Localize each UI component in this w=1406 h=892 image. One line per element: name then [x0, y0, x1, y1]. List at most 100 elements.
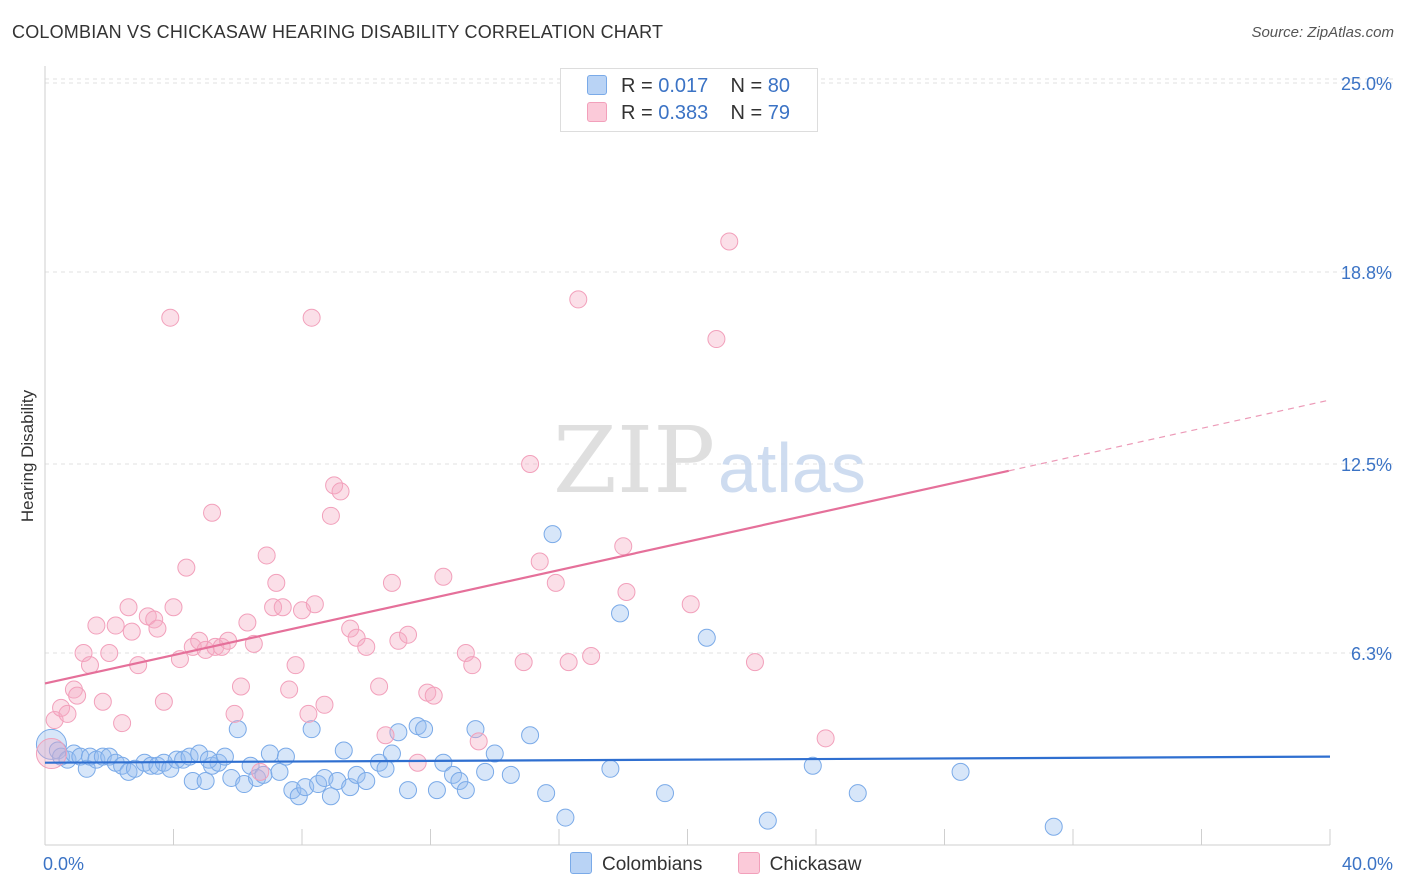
- colombians-point: [485, 744, 504, 763]
- chickasaw-point: [582, 647, 601, 666]
- chickasaw-point: [305, 595, 324, 614]
- legend-item-colombians: Colombians: [570, 852, 702, 876]
- chickasaw-point: [87, 616, 106, 635]
- swatch-chickasaw: [737, 852, 760, 874]
- chickasaw-points: [35, 232, 835, 781]
- colombians-point: [382, 744, 401, 763]
- chart-title: COLOMBIAN VS CHICKASAW HEARING DISABILIT…: [12, 22, 664, 42]
- colombians-point: [501, 765, 520, 784]
- chickasaw-point: [514, 653, 533, 672]
- chickasaw-point: [203, 503, 222, 522]
- chickasaw-point: [299, 704, 318, 723]
- colombians-point: [199, 750, 218, 769]
- chickasaw-point: [521, 455, 540, 473]
- chickasaw-point: [463, 656, 482, 675]
- legend-n-value: 80: [767, 75, 791, 97]
- legend-swatch-chickasaw: [587, 102, 607, 122]
- colombians-point: [803, 756, 822, 775]
- gridlines: [45, 78, 1394, 654]
- colombians-point: [951, 762, 970, 781]
- chickasaw-point: [434, 567, 453, 586]
- colombians-point: [161, 759, 180, 778]
- colombians-point: [543, 525, 562, 544]
- colombians-point: [260, 744, 279, 763]
- swatch-colombians: [570, 852, 592, 874]
- colombians-point: [601, 759, 620, 778]
- colombians-point: [334, 741, 353, 760]
- colombians-point: [270, 762, 289, 781]
- chickasaw-point: [231, 677, 250, 696]
- y-tick-label: 12.5%: [1341, 455, 1392, 475]
- chickasaw-point: [100, 643, 119, 662]
- colombians-point: [456, 781, 475, 800]
- chickasaw-point: [331, 482, 350, 501]
- legend-r-value: 0.017: [658, 75, 709, 97]
- chickasaw-point: [321, 506, 340, 525]
- colombians-trend-line: [44, 755, 1331, 764]
- legend-n-label: N =: [730, 75, 768, 97]
- chickasaw-point: [681, 595, 700, 614]
- chickasaw-point: [569, 290, 588, 309]
- stats-legend: R = 0.017 N = 80 R = 0.383 N = 79: [560, 68, 818, 132]
- watermark: ZIP atlas: [553, 407, 866, 514]
- colombians-point: [196, 771, 215, 790]
- colombians-point: [537, 784, 556, 803]
- colombians-point: [450, 771, 469, 790]
- colombians-point: [434, 753, 453, 772]
- chickasaw-trend-extension: [1008, 399, 1331, 472]
- colombians-point: [521, 726, 540, 745]
- colombians-point: [347, 765, 366, 784]
- axes: [44, 66, 1331, 846]
- colombians-point: [1044, 817, 1063, 836]
- chickasaw-point: [264, 598, 283, 617]
- colombians-point: [228, 720, 247, 739]
- chickasaw-point: [707, 330, 726, 349]
- colombians-point: [321, 787, 340, 806]
- colombians-points: [35, 525, 1063, 836]
- chickasaw-point: [302, 308, 321, 327]
- series-legend: Colombians Chickasaw: [570, 852, 891, 876]
- legend-r-value: 0.383: [658, 102, 709, 124]
- y-axis-label: Hearing Disability: [18, 389, 37, 523]
- colombians-point: [848, 784, 867, 803]
- chickasaw-point: [119, 598, 138, 617]
- colombians-point: [415, 720, 434, 739]
- chickasaw-point: [161, 308, 180, 327]
- chickasaw-point: [225, 704, 244, 723]
- watermark-atlas: atlas: [718, 429, 866, 507]
- colombians-point: [399, 781, 418, 800]
- chickasaw-point: [273, 598, 292, 617]
- chickasaw-point: [370, 677, 389, 696]
- colombians-point: [656, 784, 675, 803]
- legend-name: Chickasaw: [769, 854, 862, 875]
- colombians-point: [427, 781, 446, 800]
- y-tick-label: 18.8%: [1341, 263, 1392, 283]
- chickasaw-point: [376, 726, 395, 745]
- chickasaw-trend-line: [44, 469, 1009, 685]
- colombians-point: [758, 811, 777, 830]
- watermark-zip: ZIP: [553, 407, 715, 514]
- chickasaw-point: [177, 558, 196, 577]
- chickasaw-point: [122, 622, 141, 641]
- x-tick-label: 0.0%: [43, 854, 84, 874]
- legend-n-value: 79: [767, 102, 791, 124]
- chickasaw-point: [408, 753, 427, 772]
- colombians-point: [302, 720, 321, 739]
- chickasaw-point: [35, 738, 67, 770]
- chickasaw-point: [530, 552, 549, 571]
- colombians-point: [357, 771, 376, 790]
- legend-r-label: R =: [621, 75, 659, 97]
- chickasaw-point: [154, 692, 173, 711]
- colombians-point: [183, 771, 202, 790]
- colombians-point: [289, 787, 308, 806]
- chickasaw-point: [745, 653, 764, 672]
- colombians-point: [697, 628, 716, 647]
- colombians-point: [376, 759, 395, 778]
- legend-row-colombians: R = 0.017 N = 80: [587, 75, 790, 98]
- chickasaw-point: [816, 729, 835, 748]
- legend-row-chickasaw: R = 0.383 N = 79: [587, 102, 790, 125]
- tick-labels: 6.3% 12.5% 18.8% 25.0% 0.0% 40.0%: [43, 74, 1393, 874]
- chickasaw-point: [93, 692, 112, 711]
- chickasaw-point: [267, 573, 286, 592]
- legend-item-chickasaw: Chickasaw: [737, 852, 862, 876]
